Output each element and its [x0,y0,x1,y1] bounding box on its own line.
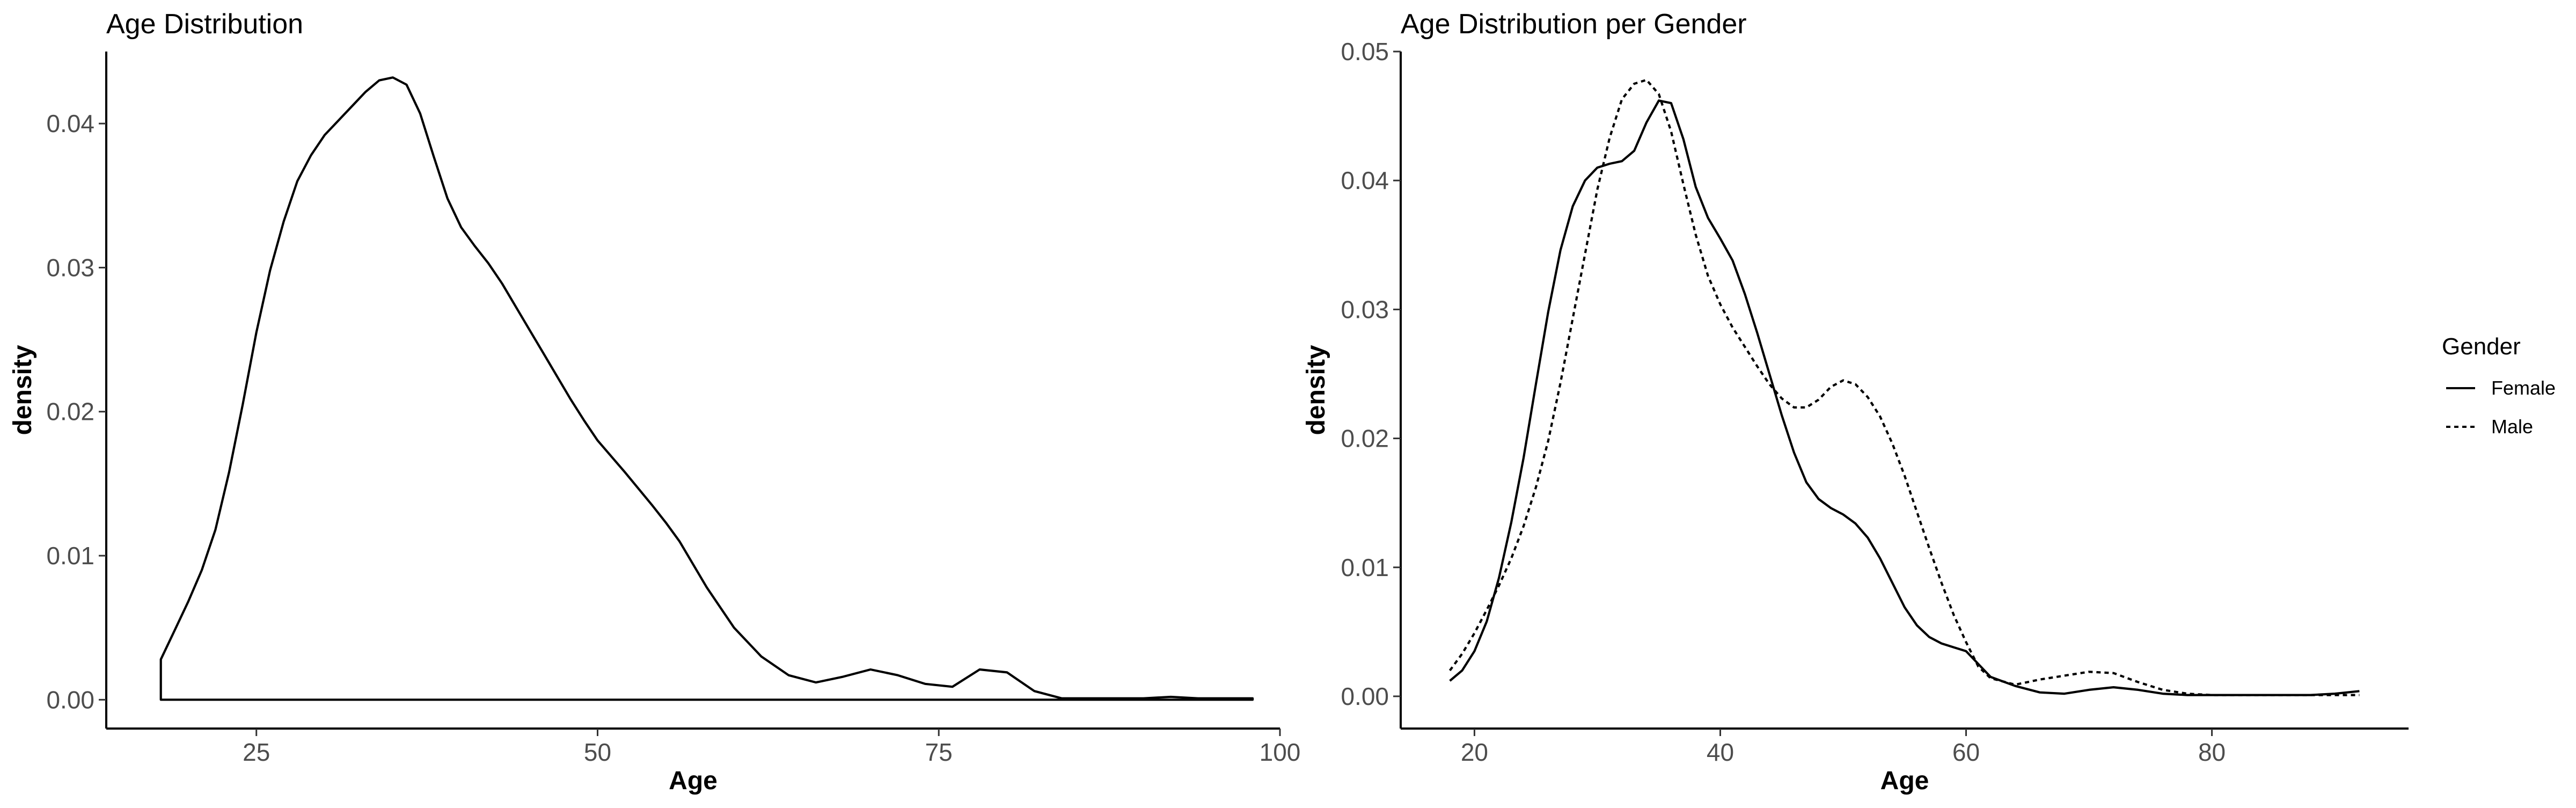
y-tick-label: 0.04 [46,110,94,137]
legend-title: Gender [2442,333,2521,360]
y-tick-label: 0.02 [1341,425,1389,453]
chart-panel-1: Age Distribution 0.00 0.01 0.02 0.03 0.04 25 50… [9,9,1300,795]
y-axis-label: density [1302,345,1330,435]
x-tick-label: 40 [1707,738,1734,766]
y-axis-label: density [9,345,37,435]
y-tick-label: 0.02 [46,398,94,426]
y-tick-label: 0.03 [46,253,94,281]
x-tick-label: 60 [1952,738,1980,766]
legend-label-female: Female [2491,377,2556,399]
x-tick-label: 25 [243,738,270,766]
x-tick-label: 20 [1461,738,1488,766]
y-tick-label: 0.04 [1341,166,1389,194]
density-line-male [1448,78,2360,696]
y-tick-label: 0.01 [46,542,94,570]
y-tick-label: 0.05 [1341,38,1389,65]
x-axis-label: Age [1880,767,1929,795]
chart-panel-2: Age Distribution per Gender 0.00 0.01 0.02 0… [1302,9,2556,795]
x-tick-label: 50 [584,738,611,766]
density-line-female [1449,99,2360,696]
legend-label-male: Male [2491,416,2533,438]
x-tick-label: 100 [1260,738,1301,766]
x-tick-label: 75 [925,738,953,766]
y-tick-label: 0.00 [1341,682,1389,710]
x-tick-label: 80 [2198,738,2226,766]
density-line-all [159,76,1254,701]
y-tick-label: 0.00 [46,686,94,714]
y-tick-label: 0.03 [1341,295,1389,323]
x-axis-label: Age [669,767,718,795]
y-tick-label: 0.01 [1341,554,1389,581]
legend: Gender Female Male [2442,333,2556,438]
chart-title: Age Distribution [106,9,303,40]
chart-title: Age Distribution per Gender [1401,9,1747,40]
